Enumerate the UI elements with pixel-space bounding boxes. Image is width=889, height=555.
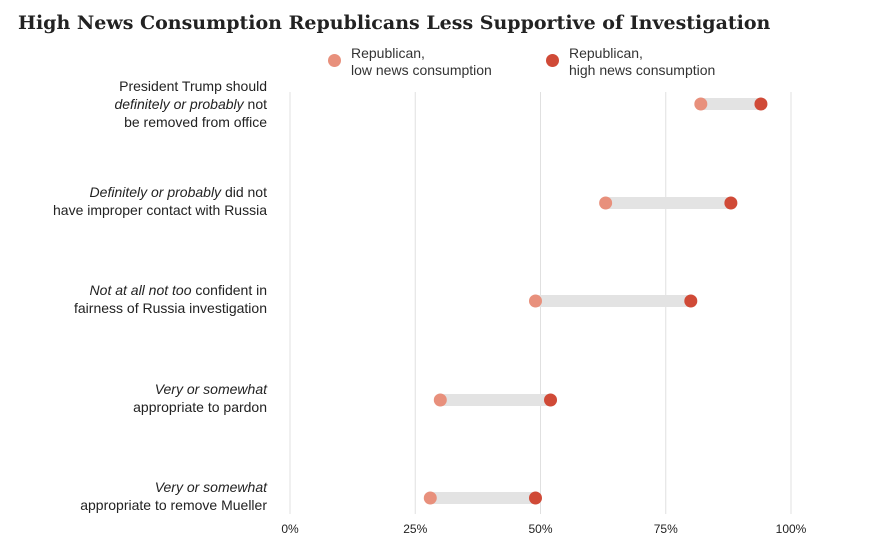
category-label-line: Not at all not too confident in — [74, 281, 267, 299]
legend-item-high: Republican, high news consumption — [546, 45, 715, 79]
x-tick-label: 100% — [776, 522, 807, 536]
category-label-line: Very or somewhat — [133, 380, 267, 398]
legend: Republican, low news consumption Republi… — [0, 45, 889, 85]
category-label-text: Very or somewhat — [154, 381, 267, 397]
low-news-point — [694, 97, 708, 111]
category-label-line: be removed from office — [114, 113, 267, 131]
category-label-text: Not at all not too — [89, 282, 192, 298]
x-tick-label: 0% — [281, 522, 299, 536]
category-label-text: appropriate to remove Mueller — [80, 497, 267, 513]
category-label-line: appropriate to pardon — [133, 398, 267, 416]
category-label-line: definitely or probably not — [114, 95, 267, 113]
category-label: Very or somewhat appropriate to pardon — [133, 380, 267, 416]
category-label-text: not — [243, 96, 267, 112]
high-news-point — [684, 294, 698, 308]
legend-item-low: Republican, low news consumption — [328, 45, 492, 79]
legend-label-high-line: high news consumption — [569, 62, 716, 78]
high-news-point — [544, 393, 558, 407]
legend-swatch-high — [546, 54, 559, 67]
category-label-line: Definitely or probably did not — [53, 183, 267, 201]
category-label-text: definitely or probably — [114, 96, 244, 112]
x-tick-label: 25% — [403, 522, 427, 536]
low-news-point — [528, 294, 542, 308]
high-news-point — [754, 97, 768, 111]
category-label: Definitely or probably did not have impro… — [53, 183, 267, 219]
category-label-text: Definitely or probably — [89, 184, 222, 200]
category-label: Very or somewhat appropriate to remove Mu… — [80, 478, 267, 514]
category-label-text: appropriate to pardon — [133, 399, 267, 415]
low-news-point — [433, 393, 447, 407]
legend-label-low-line: Republican, — [351, 45, 425, 61]
legend-swatch-low — [328, 54, 341, 67]
category-label-line: President Trump should — [114, 77, 267, 95]
category-label-text: confident in — [191, 282, 267, 298]
category-label-text: be removed from office — [124, 114, 267, 130]
x-tick-label: 50% — [528, 522, 552, 536]
legend-label-low-line: low news consumption — [351, 62, 492, 78]
low-news-point — [599, 196, 613, 210]
category-label-line: fairness of Russia investigation — [74, 299, 267, 317]
category-label-line: Very or somewhat — [80, 478, 267, 496]
category-label-line: have improper contact with Russia — [53, 201, 267, 219]
legend-label-high: Republican, high news consumption — [569, 45, 715, 79]
low-news-point — [423, 491, 437, 505]
legend-label-low: Republican, low news consumption — [351, 45, 492, 79]
legend-label-high-line: Republican, — [569, 45, 643, 61]
category-label-text: fairness of Russia investigation — [74, 300, 267, 316]
high-news-point — [724, 196, 738, 210]
category-label-text: have improper contact with Russia — [53, 202, 267, 218]
chart-title: High News Consumption Republicans Less S… — [18, 12, 771, 34]
x-tick-label: 75% — [654, 522, 678, 536]
category-label-text: did not — [221, 184, 267, 200]
category-label-text: Very or somewhat — [154, 479, 267, 495]
category-label: Not at all not too confident in fairness … — [74, 281, 267, 317]
category-label: President Trump should definitely or prob… — [114, 77, 267, 131]
category-label-text: President Trump should — [119, 78, 267, 94]
category-label-line: appropriate to remove Mueller — [80, 496, 267, 514]
high-news-point — [528, 491, 542, 505]
